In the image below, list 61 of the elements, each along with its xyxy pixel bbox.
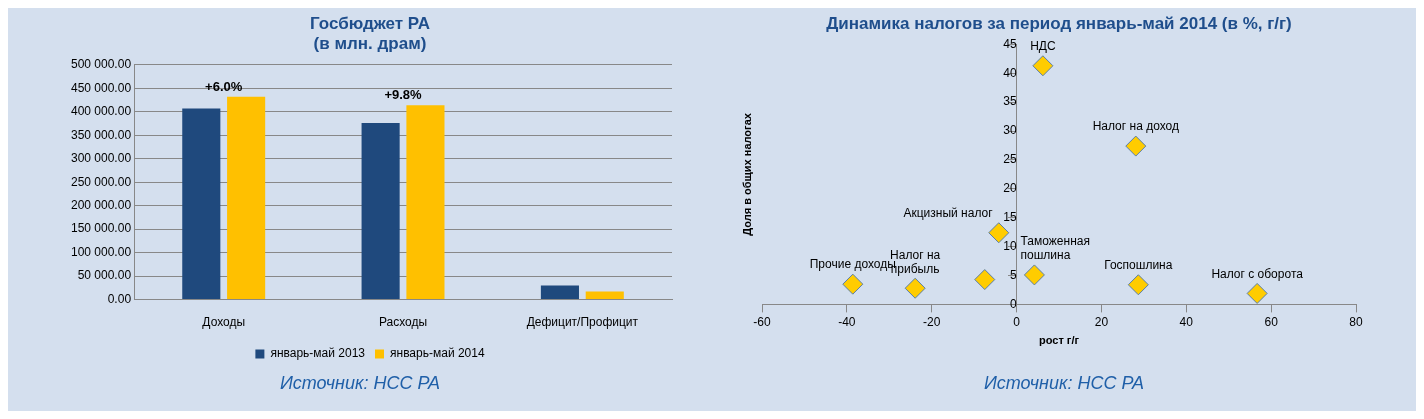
x-tick-label: 20 xyxy=(1094,314,1109,329)
bar xyxy=(585,291,624,300)
y-tick-label: 250 000.00 xyxy=(71,174,132,189)
bar xyxy=(540,285,579,300)
y-tick-label: 350 000.00 xyxy=(71,127,132,142)
y-tick-label: 35 xyxy=(1003,94,1017,109)
chart-title: Динамика налогов за период январь-май 2014 (в %, г/г) xyxy=(826,13,1292,33)
y-tick-label: 10 xyxy=(1003,238,1017,253)
annotation: +6.0% xyxy=(205,78,243,94)
y-tick-label: 400 000.00 xyxy=(71,104,132,119)
y-tick-label: 150 000.00 xyxy=(71,221,132,236)
x-tick-label: 40 xyxy=(1179,314,1194,329)
y-tick-label: 100 000.00 xyxy=(71,244,132,259)
legend-label: январь-май 2013 xyxy=(270,346,366,361)
x-tick-label: Расходы xyxy=(378,315,428,330)
point xyxy=(1023,264,1045,286)
text: Источник: НСС РА xyxy=(278,373,442,394)
bar xyxy=(182,108,221,300)
annotation: Госпошлина xyxy=(1104,258,1173,273)
y-tick-label: 300 000.00 xyxy=(71,151,132,166)
legend-label: январь-май 2014 xyxy=(390,346,485,361)
annotation: Акцизный налог xyxy=(903,206,994,221)
point xyxy=(1246,282,1268,304)
x-tick-label: 80 xyxy=(1349,314,1363,329)
x-tick-label: -40 xyxy=(838,314,856,329)
y-tick-label: 50 000.00 xyxy=(77,268,132,283)
y-tick-label: 5 xyxy=(1009,267,1017,282)
point xyxy=(974,269,996,291)
x-tick-label: Доходы xyxy=(202,315,246,330)
text: Источник: НСС РА xyxy=(982,373,1146,394)
x-tick-label: -60 xyxy=(753,314,771,329)
point xyxy=(1127,274,1149,296)
y-tick-label: 450 000.00 xyxy=(71,80,132,95)
point xyxy=(904,277,926,299)
x-axis-title: рост г/г xyxy=(1038,334,1080,347)
annotation: Налог на доход xyxy=(1092,119,1179,134)
x-tick-label: 60 xyxy=(1264,314,1279,329)
y-tick-label: 0.00 xyxy=(107,291,132,306)
x-tick-label: -20 xyxy=(923,314,941,329)
y-tick-label: 0 xyxy=(1009,296,1017,311)
y-tick-label: 20 xyxy=(1003,181,1017,196)
y-tick-label: 25 xyxy=(1003,152,1017,167)
bar xyxy=(361,123,400,300)
y-tick-label: 40 xyxy=(1003,65,1017,80)
bar xyxy=(406,105,445,300)
chart-title: Госбюджет РА (в млн. драм) xyxy=(310,13,430,54)
point xyxy=(1032,55,1054,77)
x-tick-label: Дефицит/Профицит xyxy=(526,315,639,330)
point xyxy=(842,273,864,295)
annotation: Таможенная пошлина xyxy=(1020,234,1090,263)
y-tick-label: 500 000.00 xyxy=(71,57,132,72)
bar xyxy=(227,96,266,300)
y-tick-label: 15 xyxy=(1003,210,1017,225)
point xyxy=(1125,135,1147,157)
y-axis-title: Доля в общих налогах xyxy=(741,112,754,236)
annotation: +9.8% xyxy=(384,87,423,103)
y-tick-label: 45 xyxy=(1003,36,1017,51)
y-tick-label: 200 000.00 xyxy=(71,197,132,212)
annotation: НДС xyxy=(1030,39,1056,54)
annotation: Налог с оборота xyxy=(1211,266,1304,281)
y-tick-label: 30 xyxy=(1003,123,1017,138)
